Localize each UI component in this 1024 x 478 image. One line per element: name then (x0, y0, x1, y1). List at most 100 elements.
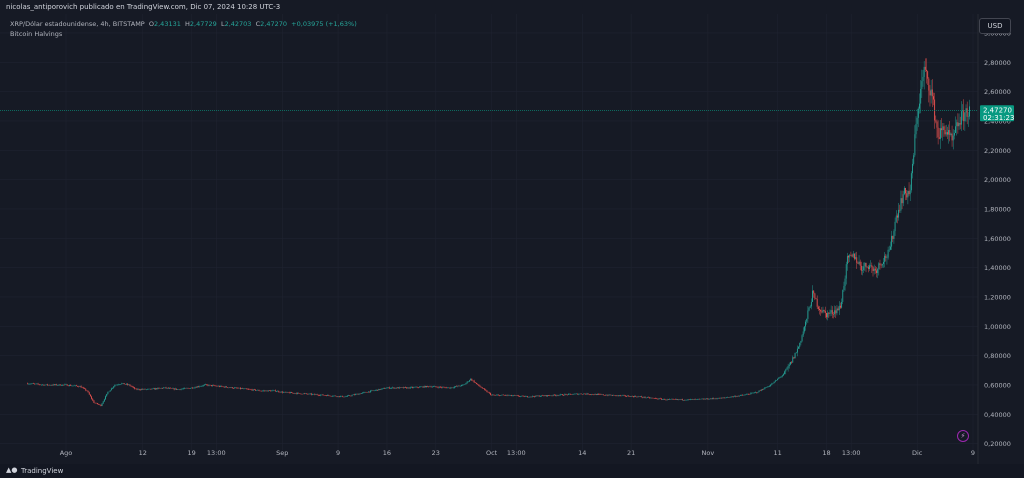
candle-body (188, 388, 190, 389)
candle-body (755, 392, 757, 393)
candle-body (687, 399, 689, 400)
candle-body (101, 403, 103, 406)
candle-body (357, 393, 359, 395)
candle-body (816, 299, 818, 307)
candle-body (531, 396, 533, 397)
candle-body (585, 393, 587, 395)
candle-body (400, 387, 402, 388)
candle-body (279, 391, 281, 393)
legend-close-label: C (255, 20, 261, 28)
candle-body (115, 384, 117, 386)
candle-body (749, 394, 751, 395)
candle-body (94, 402, 96, 404)
candle-body (871, 265, 873, 268)
candle-body (806, 318, 808, 322)
candle-body (842, 290, 844, 302)
time-axis[interactable]: Ago 12 19 13:00 Sep 9 16 23 Oct 13:00 14 21 Nov 11 18 1… (60, 449, 975, 457)
candle-body (221, 385, 223, 387)
candle-body (619, 395, 620, 396)
candle-body (694, 399, 696, 400)
candle-body (849, 254, 851, 258)
candle-body (962, 110, 963, 112)
candle-body (306, 393, 308, 394)
candle-body (662, 399, 663, 400)
candle-body (646, 397, 648, 398)
candle-body (217, 386, 219, 387)
candle-body (383, 388, 384, 389)
candle-body (522, 395, 524, 397)
candle-body (213, 385, 215, 386)
candle-body (612, 395, 613, 396)
candle-body (182, 388, 184, 390)
candle-body (243, 388, 245, 390)
candle-body (517, 395, 519, 397)
candle-body (242, 388, 244, 389)
candle-body (435, 386, 437, 387)
candle-body (841, 301, 843, 308)
candle-body (82, 387, 84, 389)
candle-body (513, 395, 515, 396)
legend-symbol: XRP/Dólar estadounidense, 4h, BITSTAMP (10, 20, 145, 28)
last-price-label: 2,47270 02:31:23 (980, 105, 1014, 122)
candle-body (77, 385, 79, 387)
candle-body (615, 395, 617, 396)
indicator-bitcoin-halvings[interactable]: Bitcoin Halvings (10, 30, 63, 38)
candle-body (653, 398, 655, 399)
tradingview-logo-icon[interactable]: ▲● (6, 466, 18, 474)
candle-body (723, 397, 725, 399)
candle-body (617, 395, 619, 396)
price-chart[interactable]: 3,000002,800002,600002,400002,200002,000… (0, 14, 1024, 464)
candle-body (421, 386, 423, 388)
footer-brand[interactable]: TradingView (21, 467, 64, 475)
candle-body (771, 383, 773, 385)
candle-body (958, 123, 960, 127)
candle-body (887, 249, 889, 258)
time-axis-tick: 12 (139, 449, 147, 457)
price-axis[interactable]: 3,000002,800002,600002,400002,200002,000… (977, 14, 1011, 464)
candle-body (927, 71, 929, 79)
indicator-row[interactable]: Bitcoin Halvings (10, 29, 357, 39)
candle-body (722, 397, 724, 399)
candle-body (458, 385, 460, 387)
candle-body (502, 394, 504, 396)
candle-body (626, 396, 627, 397)
candle-body (199, 386, 201, 387)
candle-body (187, 388, 189, 389)
candle-body (66, 384, 68, 386)
candle-body (312, 394, 313, 395)
candle-body (87, 390, 89, 393)
time-axis-tick: Oct (486, 449, 498, 457)
candle-body (901, 198, 903, 204)
legend-change: +0,03975 (+1,63%) (291, 20, 357, 28)
candle-body (136, 388, 138, 390)
candle-body (392, 387, 394, 388)
candle-body (913, 155, 915, 164)
candle-body (185, 388, 187, 389)
candle-body (355, 394, 356, 395)
candle-body (405, 387, 406, 388)
candle-body (495, 394, 497, 396)
candle-body (366, 392, 368, 393)
candle-body (736, 396, 738, 397)
candle-body (726, 397, 727, 399)
candle-body (608, 394, 610, 396)
candle-body (176, 388, 177, 390)
candle-body (121, 383, 123, 385)
candle-body (145, 389, 147, 390)
price-axis-tick: 1,60000 (984, 235, 1011, 243)
candle-body (143, 388, 145, 390)
candle-body (151, 388, 153, 390)
candle-body (456, 386, 458, 387)
currency-button[interactable]: USD (979, 18, 1011, 34)
candle-body (264, 390, 266, 392)
candle-body (460, 384, 462, 387)
candle-body (329, 395, 331, 397)
candle-body (113, 386, 115, 388)
candle-body (951, 133, 953, 141)
candle-body (323, 395, 325, 396)
lightning-icon[interactable]: ⚡ (957, 430, 969, 442)
candle-body (393, 387, 395, 389)
chart-legend[interactable]: XRP/Dólar estadounidense, 4h, BITSTAMP O… (10, 19, 357, 39)
candle-body (765, 387, 767, 388)
candle-body (303, 393, 305, 395)
